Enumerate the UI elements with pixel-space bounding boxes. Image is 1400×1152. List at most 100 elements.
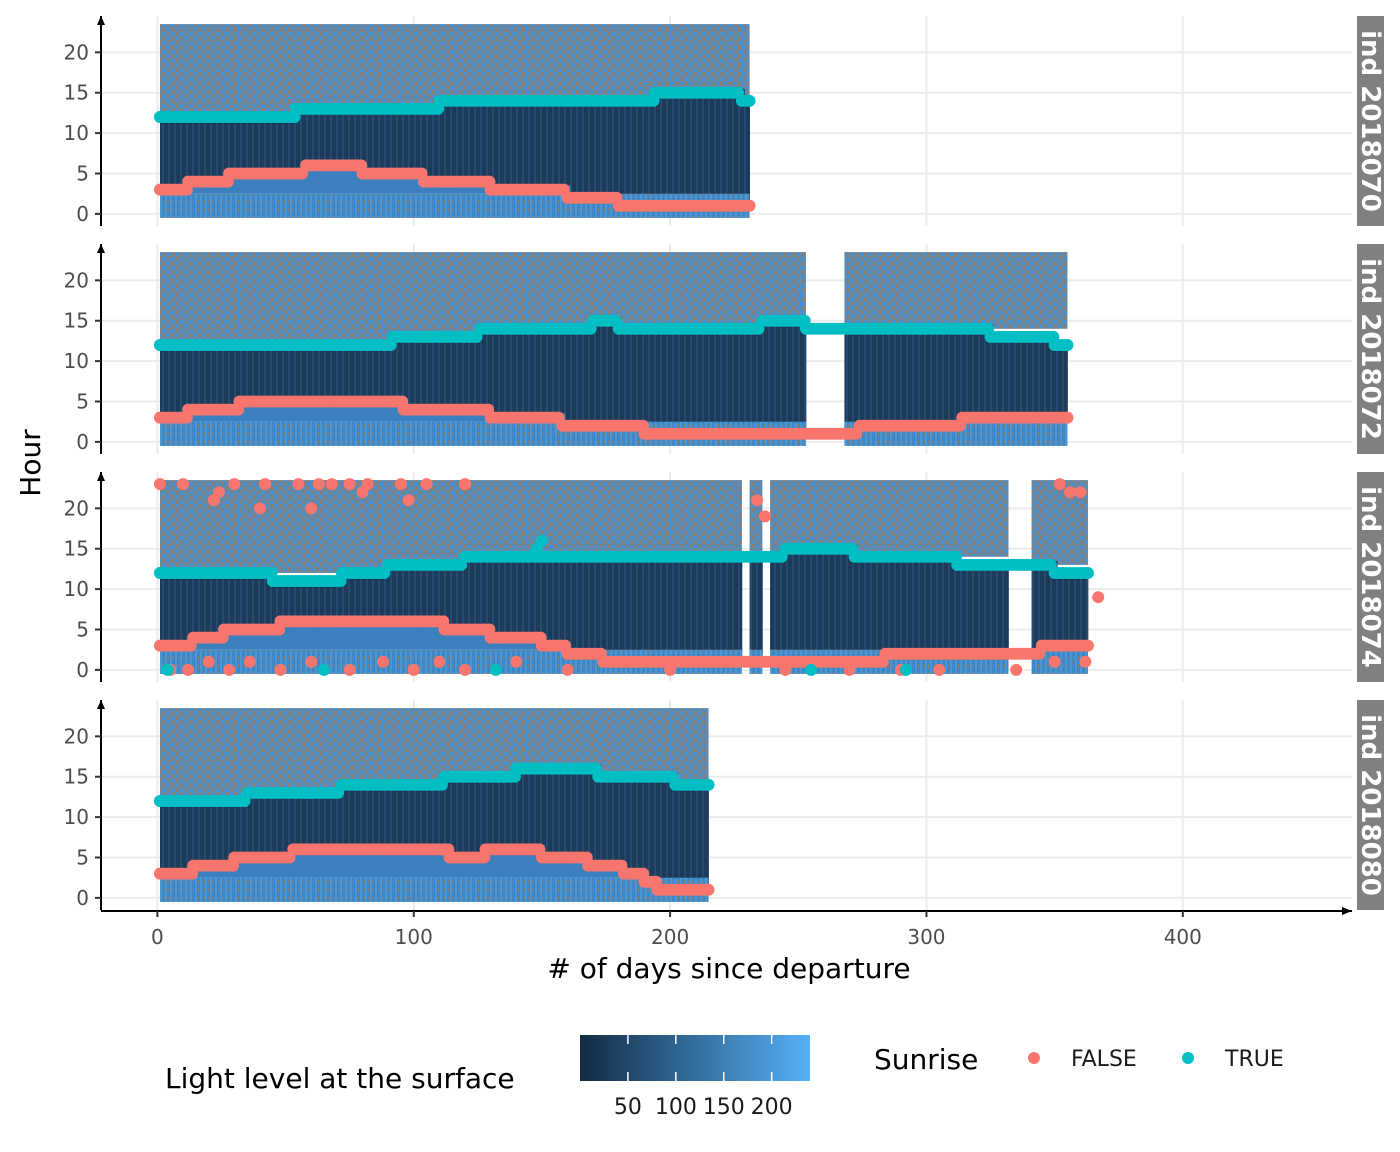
light-tile-night xyxy=(595,764,602,862)
light-tile-edge xyxy=(277,625,284,650)
light-tile-night xyxy=(529,552,535,634)
light-tile-edge xyxy=(406,617,412,650)
light-tile-edge xyxy=(283,397,289,422)
light-tile-night xyxy=(498,552,504,634)
panel-2 xyxy=(101,472,1352,682)
light-tile-night xyxy=(426,104,433,178)
light-tile-night xyxy=(482,772,489,854)
light-tile-edge xyxy=(313,161,320,194)
light-tile-night xyxy=(595,96,602,194)
light-tile-night xyxy=(277,788,284,854)
panel-0 xyxy=(101,16,1352,226)
light-tile-night xyxy=(754,552,761,658)
light-tile-night xyxy=(200,112,207,178)
light-tile-night xyxy=(159,112,166,186)
light-tile-edge xyxy=(226,625,233,650)
sunrise-false-point xyxy=(758,510,771,523)
light-tile-edge xyxy=(324,617,330,650)
light-tile-night xyxy=(190,112,197,178)
light-tile-night xyxy=(672,552,679,658)
light-tile-night xyxy=(631,772,638,870)
x-tick-label: 0 xyxy=(151,925,164,949)
light-tile-night xyxy=(298,577,304,618)
light-tile-night xyxy=(165,796,171,870)
light-tile-night xyxy=(647,96,653,202)
light-tile-night xyxy=(1028,332,1035,414)
sunrise-false-point xyxy=(664,663,677,676)
y-tick-label: 10 xyxy=(64,577,89,601)
light-tile-night xyxy=(231,796,238,862)
light-tile-night xyxy=(954,552,961,650)
light-tile-night xyxy=(231,112,238,170)
sunrise-false-point xyxy=(253,502,266,515)
light-tile-night xyxy=(241,568,248,626)
light-tile-night xyxy=(1077,568,1084,642)
light-tile-edge xyxy=(247,397,253,422)
light-tile-night xyxy=(987,324,994,414)
y-tick-label: 5 xyxy=(76,162,89,186)
light-tile-night xyxy=(180,112,186,186)
light-tile-night xyxy=(344,104,351,162)
light-tile-edge xyxy=(241,625,248,650)
light-tile-edge xyxy=(241,169,248,194)
light-tile-night xyxy=(406,560,412,618)
light-tile-night xyxy=(657,552,663,658)
sunrise-true-point xyxy=(702,778,715,791)
light-tile-night xyxy=(431,332,438,406)
light-tile-night xyxy=(975,560,981,650)
light-tile-night xyxy=(616,552,622,658)
light-tile-night xyxy=(472,96,479,178)
light-tile-night xyxy=(421,560,427,618)
light-tile-night xyxy=(882,552,889,658)
light-tile-night xyxy=(795,544,802,658)
light-tile-night xyxy=(508,324,515,414)
light-tile-night xyxy=(467,772,474,854)
color-legend-title: Sunrise xyxy=(874,1043,978,1076)
light-tile-night xyxy=(359,780,366,846)
light-tile-night xyxy=(1072,568,1079,642)
light-tile-edge xyxy=(570,853,576,878)
light-tile-night xyxy=(303,788,310,846)
light-tile-night xyxy=(698,552,704,658)
light-tile-edge xyxy=(380,169,386,194)
light-tile-night xyxy=(416,560,422,618)
y-axis-arrow xyxy=(97,16,105,25)
light-tile-night xyxy=(1034,332,1040,414)
light-tile-night xyxy=(534,552,540,634)
light-tile-night xyxy=(395,104,402,170)
sunrise-false-point xyxy=(212,486,225,499)
light-tile-night xyxy=(1057,568,1063,642)
light-tile-night xyxy=(283,340,289,398)
sunrise-true-point xyxy=(161,663,174,676)
light-tile-night xyxy=(185,112,192,186)
light-tile-night xyxy=(998,332,1004,414)
light-tile-night xyxy=(195,112,202,178)
light-tile-night xyxy=(529,324,535,414)
light-tile-edge xyxy=(452,625,458,650)
light-tile-night xyxy=(277,577,284,626)
light-tile-edge xyxy=(277,397,284,422)
light-tile-edge xyxy=(544,853,551,878)
light-tile-night xyxy=(688,780,694,886)
light-tile-night xyxy=(272,340,279,398)
y-tick-label: 0 xyxy=(76,430,89,454)
sunrise-false-point xyxy=(743,199,756,212)
y-tick-label: 20 xyxy=(64,724,89,748)
light-tile-edge xyxy=(308,161,315,194)
y-axis-arrow xyxy=(97,700,105,709)
light-tile-night xyxy=(549,764,556,854)
light-tile-night xyxy=(206,340,212,406)
y-tick-label: 20 xyxy=(64,40,89,64)
x-tick-label: 300 xyxy=(907,925,945,949)
light-tile-night xyxy=(411,780,417,846)
light-tile-night xyxy=(226,340,233,406)
light-tile-night xyxy=(431,104,438,178)
light-tile-night xyxy=(365,340,371,398)
light-tile-night xyxy=(616,772,622,862)
light-tile-night xyxy=(539,764,545,846)
light-tile-night xyxy=(1023,332,1030,414)
light-tile-night xyxy=(226,796,233,862)
light-tile-night xyxy=(288,788,294,854)
light-tile-edge xyxy=(359,397,366,422)
light-tile-night xyxy=(570,324,576,422)
